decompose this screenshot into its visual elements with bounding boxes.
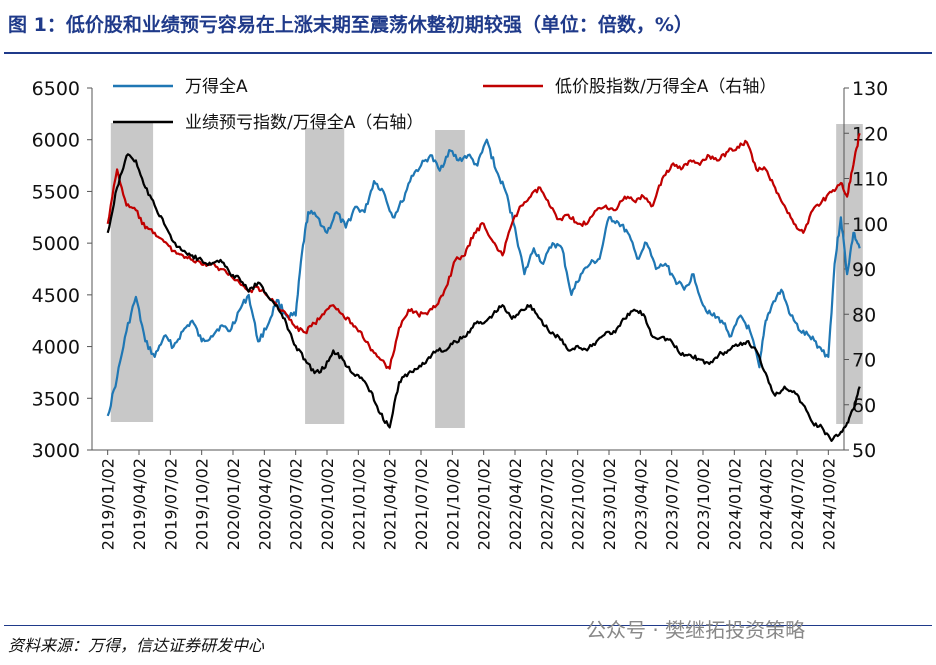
x-tick-label: 2022/01/02 (475, 458, 494, 550)
right-tick-label: 100 (852, 214, 888, 236)
x-tick-label: 2023/10/02 (694, 458, 713, 550)
x-tick-label: 2020/07/02 (287, 458, 306, 550)
x-tick-label: 2022/04/02 (506, 458, 525, 550)
right-tick-label: 50 (852, 440, 876, 462)
right-tick-label: 90 (852, 259, 876, 281)
footer-divider (4, 625, 932, 626)
left-tick-label: 6500 (32, 78, 80, 100)
x-tick-label: 2022/07/02 (537, 458, 556, 550)
x-tick-label: 2021/01/02 (349, 458, 368, 550)
legend-label: 业绩预亏指数/万得全A（右轴） (185, 113, 423, 133)
x-tick-label: 2019/10/02 (193, 458, 212, 550)
x-tick-label: 2023/01/02 (600, 458, 619, 550)
x-tick-label: 2019/04/02 (130, 458, 149, 550)
right-tick-label: 80 (852, 304, 876, 326)
x-tick-label: 2023/04/02 (631, 458, 650, 550)
x-tick-label: 2022/10/02 (569, 458, 588, 550)
x-tick-label: 2019/07/02 (161, 458, 180, 550)
right-tick-label: 130 (852, 78, 888, 100)
left-tick-label: 5000 (32, 233, 80, 255)
series-line (106, 153, 861, 442)
x-tick-label: 2020/01/02 (224, 458, 243, 550)
x-tick-label: 2024/01/02 (725, 458, 744, 550)
left-tick-label: 3500 (32, 388, 80, 410)
series-lines (106, 132, 861, 442)
x-tick-label: 2024/10/02 (819, 458, 838, 550)
shaded-periods (110, 123, 863, 428)
page-title: 图 1：低价股和业绩预亏容易在上涨末期至震荡休整初期较强（单位：倍数，%） (8, 14, 693, 36)
right-tick-label: 110 (852, 169, 888, 191)
shaded-period (836, 124, 863, 424)
left-tick-label: 5500 (32, 181, 80, 203)
x-tick-label: 2024/07/02 (788, 458, 807, 550)
series-line (106, 132, 861, 370)
source-note: 资料来源：万得，信达证券研发中心 (8, 636, 265, 655)
right-tick-label: 60 (852, 395, 876, 417)
watermark: 公众号 · 樊继拓投资策略 (586, 618, 806, 642)
x-tick-label: 2020/10/02 (318, 458, 337, 550)
chart-axes: 3000 3500 4000 4500 5000 5500 6000 6500 50 60 70 80… (32, 78, 889, 550)
left-tick-label: 3000 (32, 440, 80, 462)
x-tick-label: 2021/10/02 (443, 458, 462, 550)
left-tick-label: 6000 (32, 130, 80, 152)
left-tick-label: 4500 (32, 285, 80, 307)
x-tick-label: 2024/04/02 (757, 458, 776, 550)
x-tick-label: 2021/04/02 (381, 458, 400, 550)
shaded-period (435, 130, 465, 428)
legend: 万得全A 低价股指数/万得全A（右轴） 业绩预亏指数/万得全A（右轴） (113, 77, 776, 133)
right-tick-label: 120 (852, 123, 888, 145)
x-tick-label: 2023/07/02 (663, 458, 682, 550)
series-line (106, 138, 861, 417)
left-tick-label: 4000 (32, 337, 80, 359)
legend-label: 万得全A (185, 77, 248, 97)
x-tick-label: 2019/01/02 (99, 458, 118, 550)
x-tick-label: 2020/04/02 (255, 458, 274, 550)
right-tick-label: 70 (852, 350, 876, 372)
shaded-period (305, 128, 345, 424)
legend-label: 低价股指数/万得全A（右轴） (555, 77, 776, 97)
x-tick-label: 2021/07/02 (412, 458, 431, 550)
title-divider (4, 52, 932, 54)
